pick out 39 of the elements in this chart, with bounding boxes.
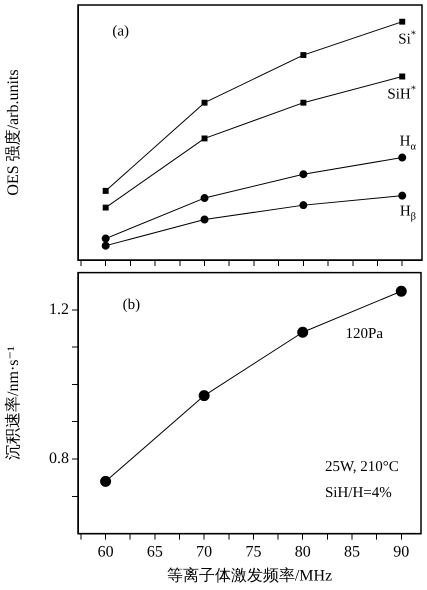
point (297, 326, 308, 338)
annotation: SiH/H=4% (324, 485, 392, 502)
point (100, 476, 112, 487)
point (299, 201, 308, 210)
x-tick-label: 75 (245, 543, 262, 560)
point (200, 215, 209, 224)
y-axis-title: 沉积速率/nm·s⁻¹ (4, 346, 22, 460)
point (398, 192, 406, 200)
point (102, 188, 109, 194)
point (399, 74, 406, 80)
x-tick-label: 65 (146, 543, 163, 560)
annotation: 25W, 210°C (324, 458, 399, 475)
y-tick-label: 1.2 (49, 301, 69, 318)
x-tick-label: 85 (344, 543, 360, 560)
y-tick-label: 0.8 (49, 450, 69, 468)
point (200, 194, 209, 202)
x-tick-label: 70 (196, 543, 212, 560)
annotation: 120Pa (346, 326, 384, 342)
point (198, 390, 210, 402)
point (102, 204, 109, 211)
point (299, 170, 308, 178)
series-label: Si* (398, 30, 416, 48)
point (398, 154, 406, 162)
point (202, 135, 208, 142)
x-axis-title: 等离子体激发频率/MHz (166, 566, 332, 585)
series-label: SiH* (387, 84, 416, 102)
y-axis-title: OES 强度/arb.units (4, 69, 22, 196)
annotation: (a) (112, 24, 130, 40)
point (202, 100, 208, 106)
point (300, 100, 306, 106)
point (102, 242, 110, 250)
point (300, 52, 306, 58)
x-tick-label: 80 (294, 543, 311, 560)
annotation: (b) (122, 297, 140, 314)
x-tick-label: 90 (393, 543, 410, 560)
x-tick-label: 60 (98, 543, 114, 560)
point (102, 234, 110, 243)
point (396, 286, 407, 297)
point (399, 18, 406, 25)
